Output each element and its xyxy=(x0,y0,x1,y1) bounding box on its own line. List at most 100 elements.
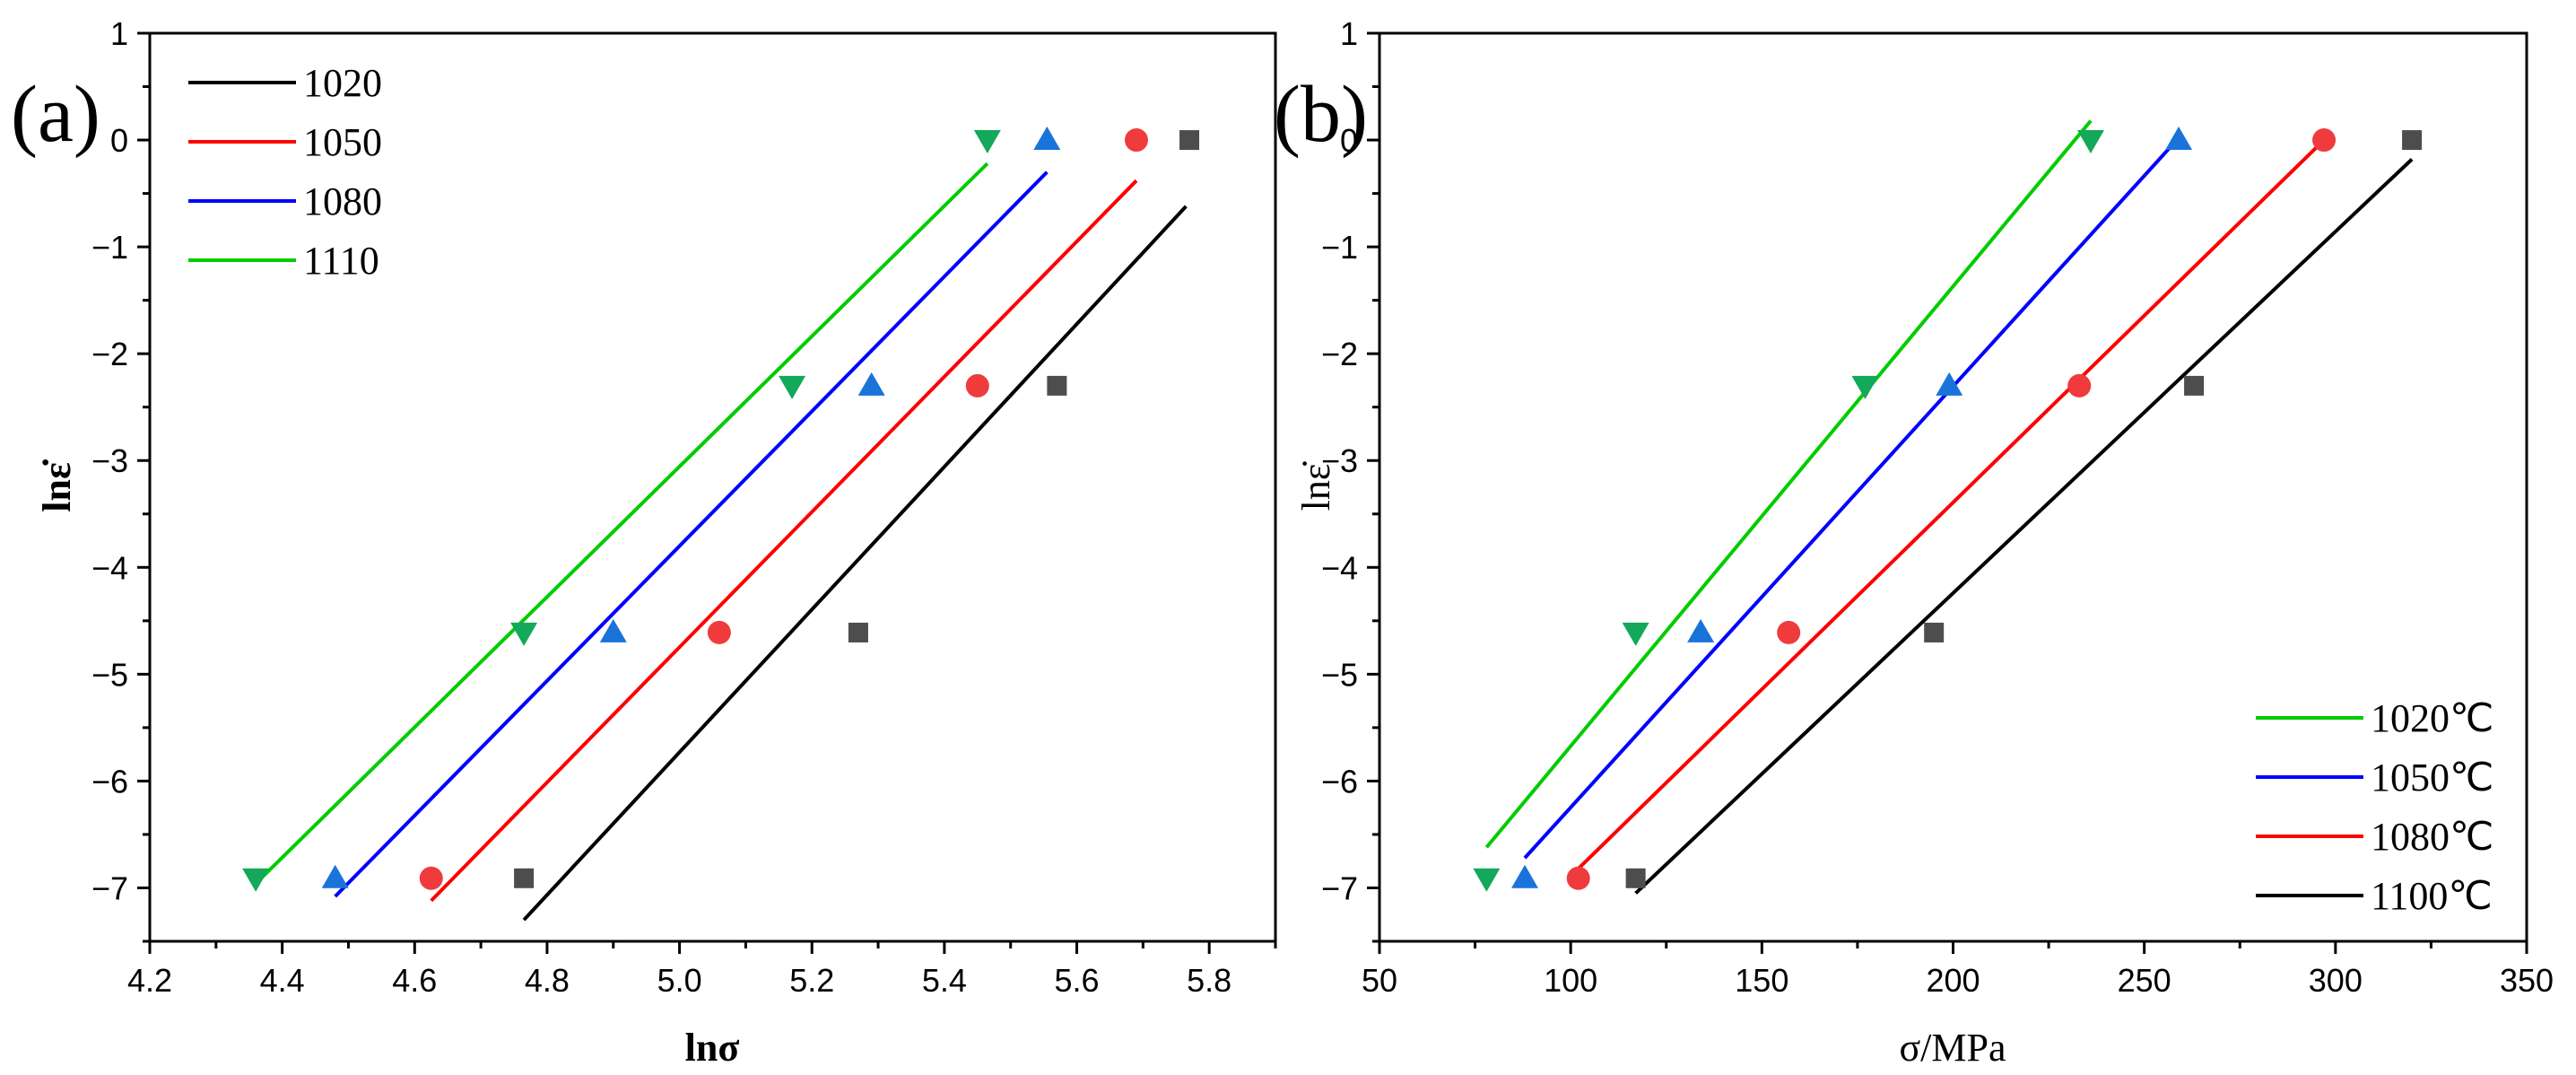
panel-label-b: (b) xyxy=(1274,70,1368,159)
fit-line-1110 xyxy=(254,162,989,886)
x-tick-label: 5.4 xyxy=(922,962,967,999)
x-tick-label: 50 xyxy=(1362,962,1397,999)
y-tick-label: −1 xyxy=(91,229,128,266)
data-point-1020 xyxy=(848,622,868,642)
y-tick-label: −6 xyxy=(1321,763,1358,800)
x-tick-label: 4.8 xyxy=(525,962,570,999)
data-point-1080℃ xyxy=(1566,866,1590,890)
y-tick-label: −2 xyxy=(91,336,128,372)
y-tick-label: 0 xyxy=(110,122,128,159)
panel-label-a: (a) xyxy=(11,70,100,159)
y-tick-label: −4 xyxy=(1321,549,1358,586)
plot-area-a xyxy=(148,31,1277,943)
data-points-a xyxy=(242,127,1200,892)
data-point-1080 xyxy=(599,618,627,642)
panel-b: (b) σ/MPa lnε̇ 50 100 150 200 250 300 350 1 0 −1 −… xyxy=(1274,15,2554,1070)
legend-label: 1050℃ xyxy=(2371,756,2493,800)
y-tick-label: −6 xyxy=(91,763,128,800)
x-tick-label: 200 xyxy=(1926,962,1980,999)
x-tick-label: 5.8 xyxy=(1187,962,1231,999)
y-tick-label: −3 xyxy=(1321,442,1358,479)
y-tick-label: −5 xyxy=(91,656,128,693)
y-tick-label: −5 xyxy=(1321,656,1358,693)
x-axis-title-b: σ/MPa xyxy=(1899,1026,2006,1070)
data-point-1020℃ xyxy=(1622,622,1649,646)
legend-label: 1080 xyxy=(303,179,382,223)
data-point-1110 xyxy=(242,868,270,892)
y-tick-label: 0 xyxy=(1340,122,1358,159)
y-tick-label: −7 xyxy=(91,870,128,906)
data-point-1110 xyxy=(973,130,1001,154)
data-point-1020 xyxy=(1047,375,1067,396)
data-point-1050 xyxy=(965,373,989,398)
legend-label: 1020 xyxy=(303,61,382,105)
legend-label: 1020℃ xyxy=(2371,696,2493,740)
data-point-1050℃ xyxy=(2165,127,2193,151)
x-tick-label: 5.2 xyxy=(789,962,834,999)
fit-line-1080℃ xyxy=(1577,138,2326,870)
x-tick-label: 4.4 xyxy=(260,962,305,999)
legend-label: 1050 xyxy=(303,120,382,164)
x-tick-label: 300 xyxy=(2309,962,2363,999)
data-point-1050℃ xyxy=(1936,371,1963,396)
x-tick-label: 5.6 xyxy=(1055,962,1100,999)
panel-a: (a) lnσ lnε̇ 4.2 4.4 4.6 4.8 5.0 5.2 5.4 5.6 5.8… xyxy=(11,15,1277,1070)
data-point-1080℃ xyxy=(1777,620,1801,644)
fit-lines-b xyxy=(1484,119,2414,895)
data-point-1050 xyxy=(419,866,443,890)
data-point-1020℃ xyxy=(1473,868,1501,892)
legend-b: 1020℃ 1050℃ 1080℃ 1100℃ xyxy=(2256,696,2493,918)
x-tick-label: 100 xyxy=(1544,962,1597,999)
legend-label: 1080℃ xyxy=(2371,815,2493,859)
data-point-1020℃ xyxy=(1851,375,1879,399)
fit-line-1020℃ xyxy=(1484,119,2093,849)
ticks-a: 4.2 4.4 4.6 4.8 5.0 5.2 5.4 5.6 5.8 1 0 −1 −2 −3 −4 −5 −… xyxy=(91,15,1277,999)
data-point-1100℃ xyxy=(2402,130,2423,151)
data-point-1080 xyxy=(857,371,885,396)
data-point-1050 xyxy=(707,620,731,644)
data-point-1100℃ xyxy=(1924,622,1945,642)
data-point-1050℃ xyxy=(1511,864,1539,888)
data-point-1110 xyxy=(510,622,538,646)
x-tick-label: 350 xyxy=(2500,962,2554,999)
fit-line-1050℃ xyxy=(1523,136,2180,860)
data-point-1080℃ xyxy=(2067,373,2092,398)
y-tick-label: 1 xyxy=(1340,15,1358,52)
data-point-1110 xyxy=(779,375,806,399)
data-point-1100℃ xyxy=(1625,868,1646,888)
data-points-b xyxy=(1473,127,2423,892)
data-point-1100℃ xyxy=(2184,375,2205,396)
y-axis-title-a: lnε̇ xyxy=(35,459,79,511)
fit-line-1080 xyxy=(334,170,1049,898)
y-axis-title-b: lnε̇ xyxy=(1294,461,1338,511)
legend-label: 1110 xyxy=(303,239,379,283)
data-point-1020 xyxy=(514,868,535,888)
y-tick-label: −4 xyxy=(91,549,128,586)
data-point-1050 xyxy=(1124,128,1148,153)
y-tick-label: −2 xyxy=(1321,336,1358,372)
y-tick-label: 1 xyxy=(110,15,128,52)
legend-label: 1100℃ xyxy=(2371,874,2493,918)
y-tick-label: −1 xyxy=(1321,229,1358,266)
fit-line-1100℃ xyxy=(1634,158,2414,895)
y-tick-label: −3 xyxy=(91,442,128,479)
x-tick-label: 250 xyxy=(2118,962,2171,999)
data-point-1080 xyxy=(1033,127,1061,151)
x-tick-label: 4.2 xyxy=(127,962,172,999)
plot-area-b xyxy=(1378,31,2528,943)
ticks-b: 50 100 150 200 250 300 350 1 0 −1 −2 −3 −4 −5 −6 −7 xyxy=(1321,15,2554,999)
y-tick-label: −7 xyxy=(1321,870,1358,906)
data-point-1020℃ xyxy=(2076,130,2104,154)
data-point-1050℃ xyxy=(1687,618,1715,642)
data-point-1080 xyxy=(321,864,349,888)
x-tick-label: 150 xyxy=(1735,962,1788,999)
fit-line-1020 xyxy=(522,205,1188,922)
data-point-1020 xyxy=(1179,130,1200,151)
x-axis-title-a: lnσ xyxy=(685,1026,740,1070)
data-point-1080℃ xyxy=(2312,128,2337,153)
legend-a: 1020 1050 1080 1110 xyxy=(188,61,382,283)
x-tick-label: 5.0 xyxy=(657,962,702,999)
fit-line-1050 xyxy=(430,179,1138,903)
fit-lines-a xyxy=(254,162,1188,922)
